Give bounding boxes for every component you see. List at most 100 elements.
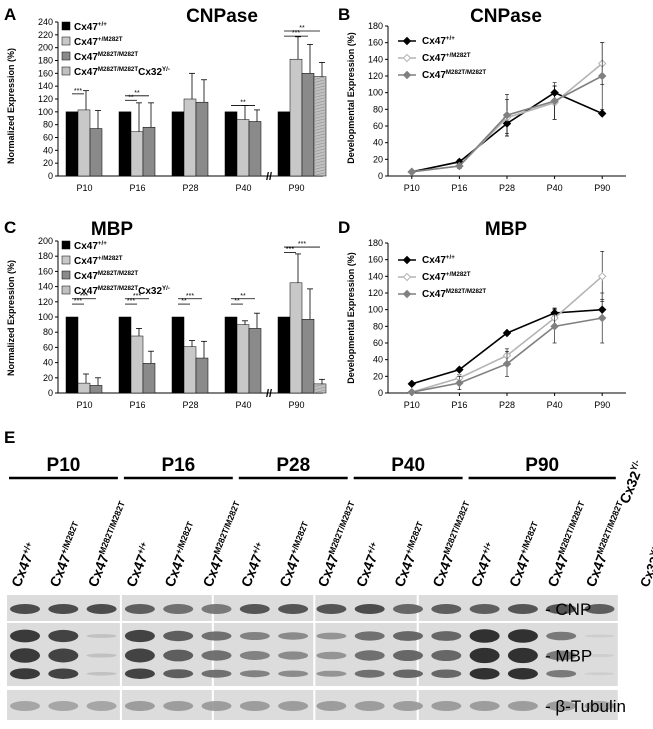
y-axis-label-b: Developmental Expression (%) <box>346 32 356 164</box>
y-tick-label: 220 <box>38 30 53 40</box>
age-label: P40 <box>391 455 425 476</box>
bar <box>130 131 144 177</box>
significance-label: *** <box>80 293 88 300</box>
data-point <box>407 379 417 389</box>
bar <box>277 316 291 394</box>
protein-band <box>86 701 117 711</box>
protein-band <box>546 650 577 661</box>
y-tick-label: 80 <box>373 104 383 114</box>
bar <box>277 111 291 177</box>
protein-band <box>393 649 423 662</box>
protein-band <box>393 701 423 711</box>
bar-hatch <box>313 118 327 122</box>
y-tick-label: 0 <box>48 388 53 398</box>
bar <box>195 101 209 177</box>
x-tick-label: P10 <box>404 400 420 410</box>
y-tick-label: 180 <box>38 56 53 66</box>
y-tick-label: 120 <box>368 288 383 298</box>
y-tick-label: 60 <box>373 121 383 131</box>
protein-band <box>239 632 270 640</box>
protein-band <box>239 701 270 711</box>
bar <box>89 385 103 394</box>
protein-band <box>48 629 79 643</box>
bar-hatch <box>313 94 327 98</box>
bar-hatch <box>313 145 327 149</box>
bar-hatch <box>313 130 327 134</box>
protein-band <box>201 650 232 661</box>
protein-band <box>546 669 577 678</box>
y-tick-label: 0 <box>48 171 53 181</box>
y-axis-label-c: Normalized Expression (%) <box>6 260 16 376</box>
x-tick-label: P28 <box>499 400 515 410</box>
x-tick-label: P16 <box>129 400 145 410</box>
data-point <box>455 161 464 171</box>
bar-hatch <box>313 166 327 170</box>
x-tick-label: P40 <box>235 183 251 193</box>
protein-band <box>163 701 194 711</box>
protein-band <box>546 701 577 711</box>
y-tick-label: 120 <box>38 94 53 104</box>
bar-hatch <box>313 100 327 104</box>
protein-band <box>86 653 117 658</box>
y-tick-label: 40 <box>373 355 383 365</box>
legend-label: Cx47+/+ <box>422 254 455 266</box>
bar-hatch <box>313 91 327 95</box>
data-point <box>597 71 607 81</box>
significance-label: ** <box>134 90 140 97</box>
data-point <box>502 359 512 369</box>
bar <box>118 316 132 394</box>
protein-band <box>507 647 538 664</box>
bar <box>65 111 79 177</box>
significance-label: *** <box>74 298 82 305</box>
legend-marker <box>402 70 412 80</box>
x-tick-label: P90 <box>594 183 610 193</box>
data-point <box>597 272 607 281</box>
x-tick-label: P90 <box>594 400 610 410</box>
x-tick-label: P90 <box>288 400 304 410</box>
lane-label: Cx47+/+ <box>352 540 385 589</box>
bar <box>236 324 250 394</box>
bar-hatch <box>313 133 327 137</box>
y-tick-label: 60 <box>43 133 53 143</box>
protein-band <box>393 631 423 641</box>
bar <box>248 328 262 394</box>
protein-band <box>584 672 615 676</box>
protein-band <box>239 604 270 614</box>
protein-band <box>124 604 155 614</box>
significance-label: ** <box>181 298 187 305</box>
x-tick-label: P16 <box>129 183 145 193</box>
blot-label: - CNP <box>545 600 591 619</box>
y-tick-label: 80 <box>43 120 53 130</box>
protein-band <box>431 701 462 711</box>
data-point <box>502 328 512 338</box>
significance-label: *** <box>133 293 141 300</box>
protein-band <box>354 669 385 678</box>
bar-hatch <box>313 79 327 83</box>
protein-band <box>163 649 194 662</box>
protein-band <box>469 701 500 711</box>
protein-band <box>239 651 270 660</box>
y-tick-label: 140 <box>38 81 53 91</box>
x-tick-label: P90 <box>288 183 304 193</box>
chart-title-b: CNPase <box>470 6 542 27</box>
data-point <box>407 167 417 177</box>
protein-band <box>201 669 232 678</box>
protein-band <box>431 649 462 662</box>
protein-band <box>393 669 423 678</box>
lane-label: Cx47+/+ <box>7 540 40 589</box>
x-tick-label: P28 <box>499 183 515 193</box>
panel-e: E <box>4 428 15 447</box>
bar <box>77 382 91 394</box>
bar-hatch <box>313 169 327 173</box>
age-label: P16 <box>161 455 195 476</box>
legend-label: Cx47M282T/M282T <box>422 288 486 300</box>
data-point <box>597 313 607 323</box>
protein-band <box>316 651 347 660</box>
y-tick-label: 160 <box>368 255 383 265</box>
blot-label: - β-Tubulin <box>545 697 626 716</box>
protein-band <box>163 630 194 642</box>
x-tick-label: P10 <box>404 183 420 193</box>
bar <box>118 111 132 177</box>
protein-band <box>316 701 347 711</box>
protein-band <box>431 631 462 641</box>
